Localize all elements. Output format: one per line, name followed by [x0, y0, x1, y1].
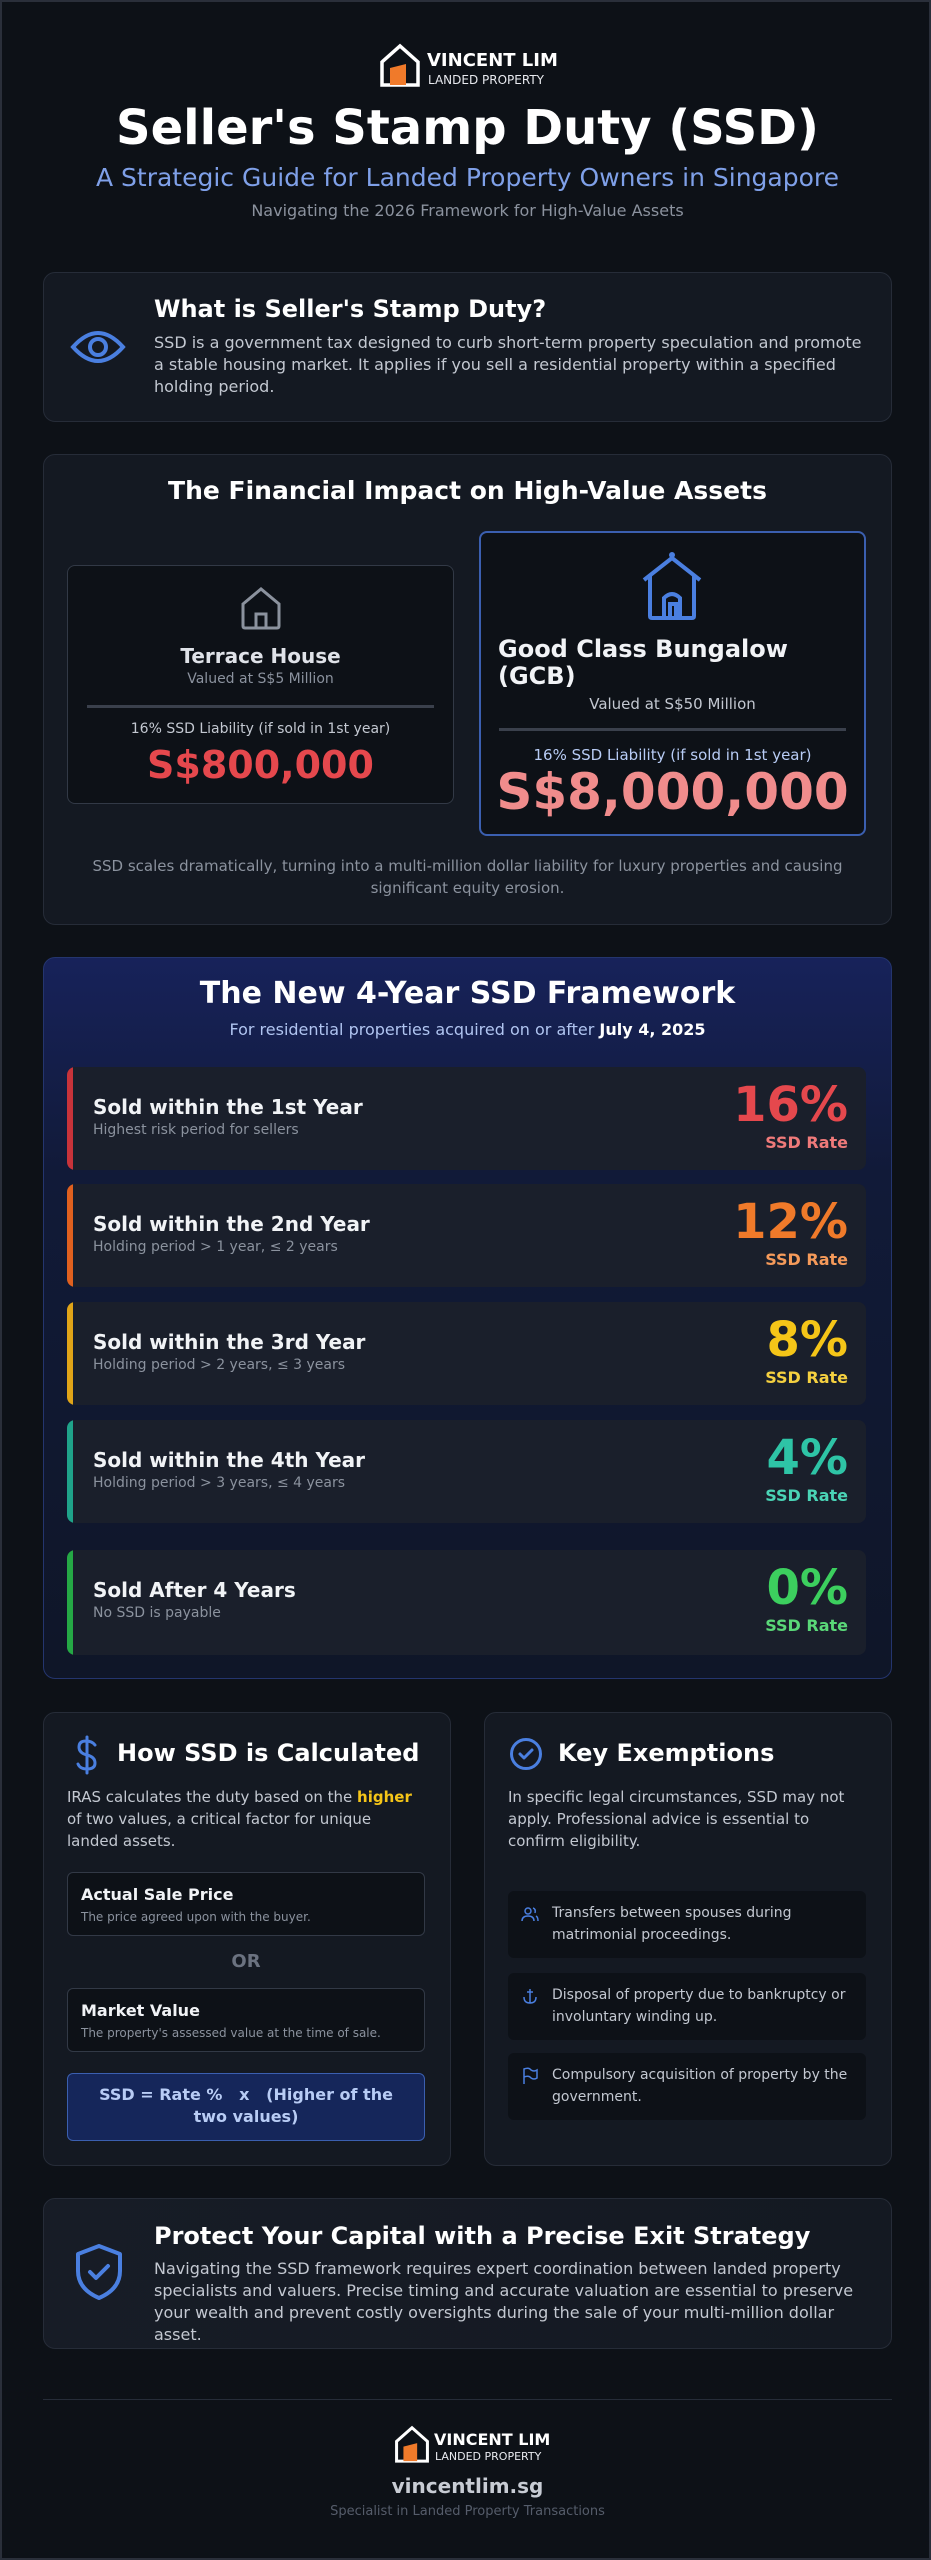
tier-bar	[67, 1184, 73, 1287]
tier-detail: Holding period > 1 year, ≤ 2 years	[93, 1239, 338, 1255]
divider	[87, 705, 434, 708]
tier: Sold within the 3rd Year Holding period >…	[67, 1302, 866, 1405]
tier-rate: 8%	[766, 1312, 849, 1368]
what-is-card	[43, 272, 892, 422]
text: IRAS calculates the duty based on the	[67, 1788, 353, 1806]
what-is-title: What is Seller's Stamp Duty?	[154, 295, 547, 323]
subtitle: A Strategic Guide for Landed Property Ow…	[95, 163, 840, 192]
protect-text: Navigating the SSD framework requires ex…	[154, 2259, 854, 2344]
footer-brand-sub: LANDED PROPERTY	[435, 2450, 542, 2463]
footer-site: vincentlim.sg	[391, 2474, 544, 2498]
tier-rate: 12%	[733, 1194, 848, 1250]
exemption-text: Transfers between spouses during matrimo…	[552, 1905, 792, 1943]
protect-card	[43, 2198, 892, 2349]
house-icon	[241, 587, 281, 630]
option: Market Value The property's assessed valu…	[67, 1988, 425, 2052]
option-title: Market Value	[81, 2001, 200, 2020]
tier-title: Sold within the 1st Year	[93, 1095, 363, 1119]
brand: VINCENT LIM	[427, 50, 558, 71]
tier-title: Sold within the 3rd Year	[93, 1330, 366, 1354]
tier-detail: No SSD is payable	[93, 1605, 221, 1621]
tier-rate-label: SSD Rate	[765, 1250, 848, 1269]
exemption-text: Compulsory acquisition of property by th…	[552, 2067, 848, 2105]
brand-sub: LANDED PROPERTY	[428, 73, 544, 87]
gcb-liability: 16% SSD Liability (if sold in 1st year)	[533, 746, 812, 764]
option-detail: The property's assessed value at the tim…	[81, 2026, 381, 2040]
impact-title: The Financial Impact on High-Value Asset…	[168, 476, 767, 505]
footer-brand: VINCENT LIM	[434, 2430, 551, 2449]
gcb-valued: Valued at S$50 Million	[589, 695, 756, 713]
tagline: Navigating the 2026 Framework for High-V…	[251, 201, 684, 220]
logo-icon	[380, 43, 420, 87]
anchor-icon	[523, 1989, 537, 2004]
gcb-name: Good Class Bungalow (GCB)	[498, 635, 788, 690]
tier-rate: 0%	[766, 1560, 849, 1616]
terrace-name: Terrace House	[180, 644, 341, 668]
tier-title: Sold within the 2nd Year	[93, 1212, 370, 1236]
tier-title: Sold within the 4th Year	[93, 1448, 366, 1472]
terrace-amount: S$800,000	[147, 743, 374, 787]
protect-title: Protect Your Capital with a Precise Exit…	[154, 2222, 811, 2250]
text: of two values, a critical factor for uni…	[67, 1810, 372, 1850]
tier-bar	[67, 1302, 73, 1405]
tier-rate: 16%	[733, 1077, 848, 1133]
exemptions-title: Key Exemptions	[558, 1739, 775, 1767]
tier-detail: Holding period > 3 years, ≤ 4 years	[93, 1475, 346, 1491]
framework-subtitle: For residential properties acquired on o…	[43, 1020, 892, 1039]
bungalow-icon	[642, 552, 702, 620]
eye-icon	[70, 331, 126, 363]
tier-bar	[67, 1420, 73, 1523]
tier-detail: Highest risk period for sellers	[93, 1122, 299, 1138]
formula-box	[67, 2073, 425, 2141]
check-icon	[510, 1738, 542, 1770]
tier-bar	[67, 1067, 73, 1170]
tier-title: Sold After 4 Years	[93, 1578, 296, 1602]
option: Actual Sale Price The price agreed upon w…	[67, 1872, 425, 1936]
tier: Sold After 4 Years No SSD is payable 0% SS…	[67, 1550, 866, 1655]
tier-rate-label: SSD Rate	[765, 1133, 848, 1152]
dollar-icon	[76, 1735, 97, 1775]
terrace-card	[67, 565, 454, 804]
framework-title: The New 4-Year SSD Framework	[199, 976, 736, 1011]
calculation-text: IRAS calculates the duty based on the hi…	[67, 1786, 427, 1852]
exemption-text: Disposal of property due to bankruptcy o…	[552, 1987, 846, 2025]
shield-icon	[76, 2244, 122, 2300]
tier-rate: 4%	[766, 1430, 849, 1486]
tier-rate-label: SSD Rate	[765, 1368, 848, 1387]
title: Seller's Stamp Duty (SSD)	[116, 100, 819, 156]
impact-note: SSD scales dramatically, turning into a …	[92, 857, 843, 897]
subtitle-text: For residential properties acquired on o…	[229, 1020, 595, 1039]
tier-rate-label: SSD Rate	[765, 1616, 848, 1635]
tier-detail: Holding period > 2 years, ≤ 3 years	[93, 1357, 346, 1373]
footer-divider	[43, 2399, 892, 2400]
formula: SSD = Rate % x (Higher of the two values…	[99, 2085, 399, 2126]
divider	[499, 728, 846, 731]
tier: Sold within the 4th Year Holding period >…	[67, 1420, 866, 1523]
footer-tagline: Specialist in Landed Property Transactio…	[330, 2504, 605, 2519]
highlight: higher	[357, 1788, 412, 1806]
tier-rate-label: SSD Rate	[765, 1486, 848, 1505]
calculation-title: How SSD is Calculated	[117, 1739, 420, 1767]
logo-icon	[395, 2425, 429, 2463]
exemption: Disposal of property due to bankruptcy o…	[508, 1973, 866, 2040]
terrace-liability: 16% SSD Liability (if sold in 1st year)	[130, 721, 391, 737]
exemption: Compulsory acquisition of property by th…	[508, 2053, 866, 2120]
option-title: Actual Sale Price	[81, 1885, 234, 1904]
what-is-text: SSD is a government tax designed to curb…	[154, 333, 862, 396]
tier: Sold within the 2nd Year Holding period >…	[67, 1184, 866, 1287]
subtitle-date: July 4, 2025	[599, 1020, 706, 1039]
or-label: OR	[231, 1951, 261, 1972]
gcb-card	[479, 531, 866, 836]
terrace-valued: Valued at S$5 Million	[187, 671, 334, 687]
tier: Sold within the 1st Year Highest risk per…	[67, 1067, 866, 1170]
exemptions-text: In specific legal circumstances, SSD may…	[508, 1788, 845, 1850]
tier-bar	[67, 1550, 73, 1655]
people-icon	[521, 1907, 539, 1922]
option-detail: The price agreed upon with the buyer.	[81, 1910, 311, 1924]
gcb-amount: S$8,000,000	[496, 763, 849, 821]
flag-icon	[523, 2067, 538, 2084]
exemption: Transfers between spouses during matrimo…	[508, 1891, 866, 1958]
